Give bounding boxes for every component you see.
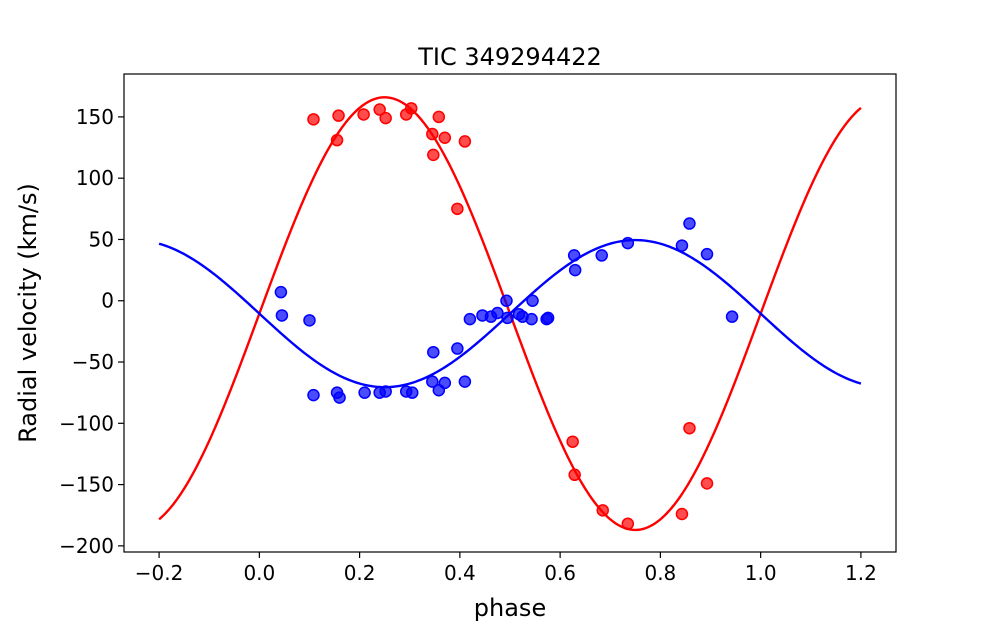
x-axis: −0.2 0.0 0.2 0.4 0.6 0.8 1.0 1.2 [135,552,877,585]
secondary-rv-point [451,342,464,355]
primary-rv-point [357,108,370,121]
y-tick-label: 150 [76,105,114,129]
primary-rv-point [566,435,579,448]
data-points [274,102,739,531]
primary-rv-point [330,133,344,147]
x-tick-label: 0.4 [444,561,476,585]
y-tick-label: −150 [59,473,114,497]
secondary-rv-point [333,391,346,404]
secondary-rv-point [358,386,371,399]
plot-frame [123,73,897,553]
secondary-rv-point [525,312,538,326]
primary-rv-point [438,131,452,144]
secondary-rv-point [458,375,472,388]
primary-rv-point [683,421,696,435]
primary-rv-point [432,110,446,124]
primary-rv-point [426,127,439,141]
x-tick-label: 1.0 [745,561,777,585]
x-tick-label: −0.2 [135,561,184,585]
secondary-rv-point [307,388,320,402]
y-axis-label: Radial velocity (km/s) [14,183,42,443]
primary-rv-point [404,102,418,115]
primary-rv-point [675,507,689,521]
y-tick-label: −50 [72,350,114,374]
primary-rv-point [621,517,635,531]
x-tick-label: 0.8 [644,561,676,585]
secondary-rv-point [426,375,439,388]
secondary-rv-point [700,247,714,261]
primary-rv-point [307,113,320,126]
secondary-rv-point [541,311,555,325]
secondary-rv-point [500,294,513,307]
primary-rv-point [596,504,609,517]
x-tick-label: 0.2 [344,561,376,585]
secondary-rv-point [567,249,581,262]
primary-rv-point [568,468,581,482]
y-axis: 150 100 50 0 −50 −100 −150 −200 [59,105,124,558]
x-tick-label: 1.2 [845,561,877,585]
secondary-rv-point [379,385,392,398]
primary-rv-point [379,111,392,125]
secondary-rv-point [491,306,504,320]
secondary-rv-point [595,249,608,262]
secondary-rv-point [675,239,689,252]
secondary-rv-point [526,294,539,307]
y-tick-label: 100 [76,166,114,190]
primary-rv-point [427,148,440,162]
y-tick-label: −200 [59,534,114,558]
primary-rv-point [451,202,464,216]
primary-rv-point [458,135,472,148]
y-tick-label: 0 [101,289,114,313]
secondary-rv-point [274,285,288,299]
secondary-rv-point [427,345,440,359]
secondary-rv-point [463,312,477,326]
x-tick-label: 0.6 [544,561,576,585]
y-tick-label: −100 [59,411,114,435]
secondary-rv-point [275,309,289,322]
secondary-rv-point [303,314,316,327]
secondary-rv-point [405,386,419,399]
secondary-rv-point [683,217,696,230]
secondary-rv-point [501,311,514,325]
y-tick-label: 50 [89,227,114,251]
secondary-rv-point [621,236,635,250]
primary-rv-point [332,109,345,122]
x-axis-label: phase [474,594,546,622]
secondary-rv-point [438,376,452,390]
primary-rv-point [373,103,386,116]
primary-rv-point [700,477,714,490]
chart-title: TIC 349294422 [417,43,602,71]
secondary-rv-point [568,263,582,277]
secondary-rv-point [725,310,739,323]
x-tick-label: 0.0 [243,561,275,585]
